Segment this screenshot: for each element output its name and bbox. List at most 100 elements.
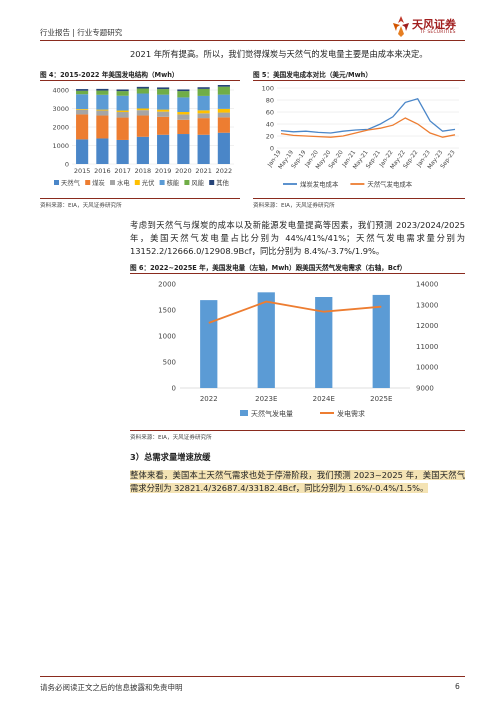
fig4-bar-segment [76, 90, 89, 95]
fig6-bottom-rule [130, 430, 465, 431]
fig6-ytick-label: 1500 [158, 307, 176, 315]
fig4-bar-segment [177, 114, 190, 120]
page-number: 6 [455, 682, 460, 691]
fig6-legend-label: 发电需求 [337, 409, 365, 418]
fig6-legend-swatch [240, 410, 248, 416]
fig4-ytick-label: 0 [65, 161, 69, 169]
fig5-legend-label: 煤炭发电成本 [300, 180, 339, 189]
fig6-xtick-label: 2024E [313, 395, 335, 403]
fig4-ytick-label: 1000 [52, 142, 69, 150]
fig5-ytick-label: 40 [266, 121, 274, 129]
fig5-ytick-label: 100 [262, 85, 274, 93]
fig4-bar-segment [96, 88, 109, 91]
fig4-legend-swatch [110, 180, 115, 185]
fig4-legend-swatch [134, 180, 140, 185]
fig6-source: 资料来源：EIA，天风证券研究所 [130, 435, 212, 441]
header-breadcrumb: 行业报告 | 行业专题研究 [40, 28, 123, 37]
fig4-bar-segment [116, 117, 129, 140]
fig6-ytick-label: 500 [163, 359, 176, 367]
fig4-bar-segment [177, 97, 190, 113]
fig5-source: 资料来源：EIA，天风证券研究所 [253, 203, 335, 209]
fig4-xtick-label: 2021 [195, 167, 212, 175]
fig6-ytick-label: 1000 [158, 333, 176, 341]
fig4-bar-segment [136, 108, 149, 111]
fig4-bar-segment [116, 110, 129, 113]
fig4-xtick-label: 2020 [175, 167, 192, 175]
fig4-bar-segment [136, 86, 149, 89]
fig6-xtick-label: 2025E [370, 395, 392, 403]
fig5-chart: 020406080100Jan-19May-19Sep-19Jan-20May-… [262, 85, 459, 189]
fig4-legend-label: 天然气 [61, 178, 81, 187]
fig4-bar-segment [157, 109, 170, 112]
fig4-bar-segment [96, 109, 109, 111]
fig6-xtick-label: 2023E [255, 395, 277, 403]
fig4-bottom-rule [40, 198, 240, 199]
section3-text-part2: 32821.4/32687.4/33182.4Bcf，同比分别为 1.6%/-0… [174, 483, 429, 493]
fig4-bar-segment [116, 112, 129, 118]
fig4-rule [40, 80, 240, 81]
fig4-bar-segment [76, 94, 89, 110]
fig4-bar-segment [116, 91, 129, 96]
fig4-legend-label: 水电 [117, 178, 130, 187]
logo-subtext: TF SECURITIES [420, 30, 456, 35]
fig6-bar [372, 294, 390, 388]
fig6-bar [257, 292, 275, 388]
fig4-bar-segment [96, 110, 109, 116]
fig4-bar-segment [96, 138, 109, 164]
logo-mark-icon [393, 16, 409, 37]
fig6-y2tick-label: 9000 [416, 385, 434, 393]
fig4-bar-segment [217, 112, 230, 118]
fig4-ytick-label: 3000 [52, 105, 69, 113]
fig6-y2tick-label: 10000 [416, 364, 438, 372]
fig6-rule [130, 273, 465, 274]
fig4-bar-segment [136, 88, 149, 94]
fig4-xtick-label: 2016 [94, 167, 111, 175]
fig4-bar-segment [157, 89, 170, 95]
fig4-legend-label: 风能 [191, 178, 204, 187]
fig4-bar-segment [96, 94, 109, 110]
fig4-bar-segment [197, 87, 210, 89]
forecast-paragraph: 考虑到天然气与煤炭的成本以及新能源发电量提高等因素，我们预测 2023/2024… [130, 220, 465, 256]
fig4-xtick-label: 2017 [114, 167, 131, 175]
fig4-bar-segment [76, 109, 89, 115]
fig4-xtick-label: 2022 [216, 167, 233, 175]
fig4-bar-segment [157, 111, 170, 117]
fig4-legend-label: 光伏 [142, 178, 155, 187]
intro-text: 2021 年所有提高。所以，我们觉得煤炭与天然气的发电量主要是由成本来决定。 [130, 49, 428, 59]
fig6-ytick-label: 2000 [158, 281, 176, 289]
fig4-bar-segment [197, 118, 210, 135]
fig4-bar-segment [76, 89, 89, 91]
fig4-bar-segment [157, 87, 170, 90]
fig4-bar-segment [177, 134, 190, 164]
fig4-bar-segment [217, 132, 230, 164]
fig4-bar-segment [76, 114, 89, 140]
fig6-xtick-label: 2022 [200, 395, 218, 403]
fig5-legend-label: 天然气发电成本 [367, 180, 412, 189]
fig4-bar-segment [96, 90, 109, 95]
fig6-bar [315, 297, 333, 388]
fig4-bar-segment [217, 85, 230, 87]
header-rule [40, 40, 465, 41]
fig6-y2tick-label: 11000 [416, 343, 438, 351]
fig4-bar-segment [217, 117, 230, 133]
fig4-legend-label: 其他 [216, 178, 229, 187]
section3-text: 整体来看，美国本土天然气需求也处于停滞阶段，我们预测 2023~2025 年，美… [130, 469, 465, 495]
fig4-bar-segment [136, 110, 149, 116]
fig6-chart: 0 500 1000 1500 2000 9000 10000 11000 12000 13000… [158, 281, 438, 419]
fig6-legend-label: 天然气发电量 [251, 409, 293, 418]
fig5-ytick-label: 0 [270, 145, 274, 153]
fig4-bar-segment [76, 139, 89, 164]
fig6-demand-line [208, 300, 382, 324]
fig4-source: 资料来源：EIA，天风证券研究所 [40, 203, 122, 209]
fig5-ytick-label: 20 [266, 133, 274, 141]
fig4-bar-segment [177, 112, 190, 115]
fig4-bar-segment [177, 91, 190, 98]
fig4-bar-segment [96, 115, 109, 139]
fig4-bar-segment [197, 113, 210, 119]
fig5-ytick-label: 80 [266, 97, 274, 105]
fig4-xtick-label: 2015 [74, 167, 91, 175]
fig4-ytick-label: 4000 [52, 87, 69, 95]
fig4-bar-segment [157, 134, 170, 164]
fig4-bar-segment [217, 86, 230, 95]
